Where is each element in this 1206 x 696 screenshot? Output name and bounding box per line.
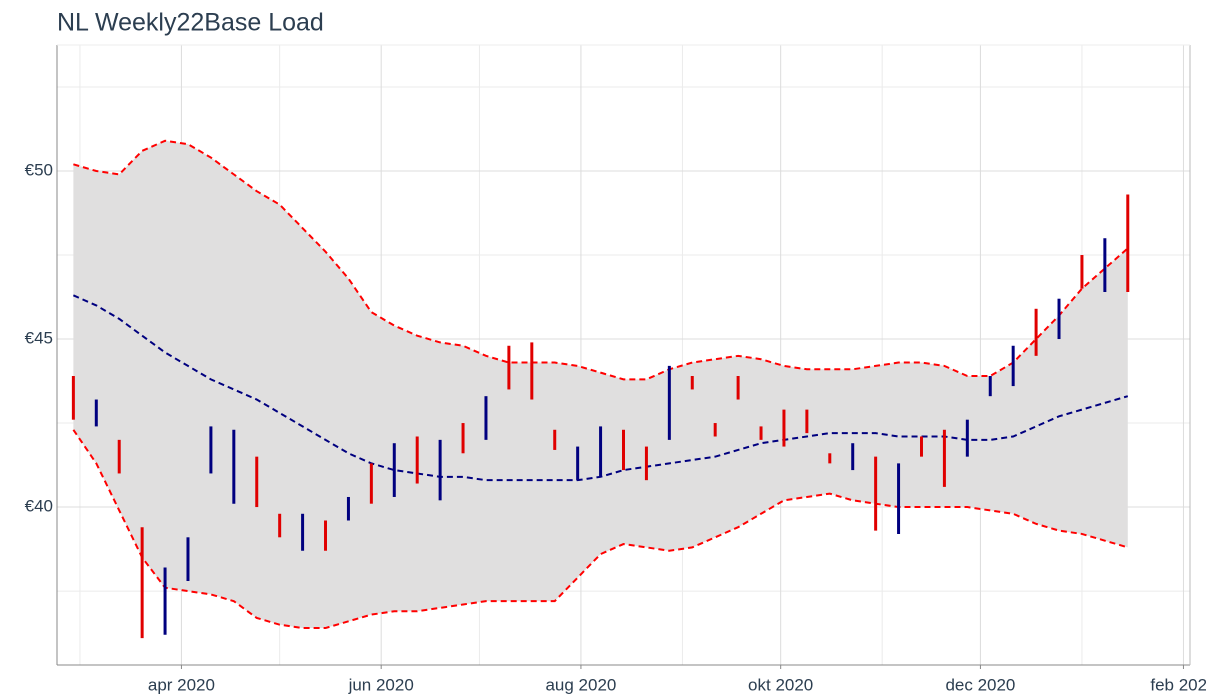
x-tick-label: apr 2020 (148, 675, 215, 694)
x-tick-label: dec 2020 (945, 675, 1015, 694)
y-tick-label: €50 (25, 161, 53, 180)
band-line (73, 139, 1129, 381)
x-tick-label: feb 2021 (1150, 675, 1206, 694)
band-line (72, 429, 1129, 630)
x-tick-label: jun 2020 (348, 675, 414, 694)
y-tick-label: €40 (25, 497, 53, 516)
x-tick-label: aug 2020 (545, 675, 616, 694)
x-tick-label: okt 2020 (748, 675, 813, 694)
chart-title: NL Weekly22Base Load (57, 9, 324, 37)
y-tick-label: €45 (25, 329, 53, 348)
band-area (73, 140, 1128, 629)
